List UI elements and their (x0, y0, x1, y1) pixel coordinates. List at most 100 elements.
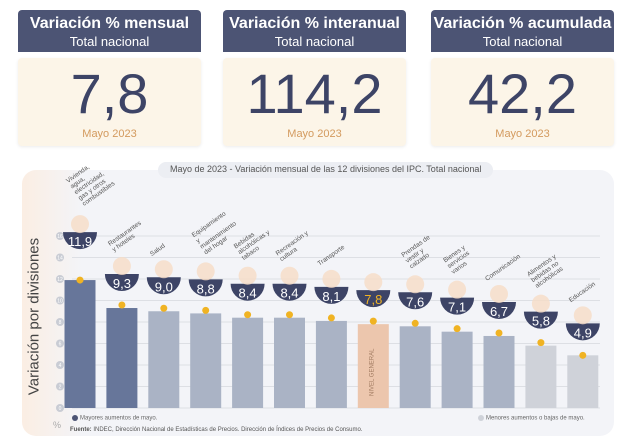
value-marker (327, 314, 335, 322)
value-marker (244, 311, 252, 319)
legend-dot-icon (72, 415, 78, 421)
category-icon (448, 280, 467, 299)
y-tick-label: 6 (59, 342, 62, 348)
value-badge (146, 277, 181, 295)
category-icon (196, 262, 215, 281)
category-icon (238, 266, 257, 285)
value-marker (286, 311, 293, 319)
y-tick-label: 14 (57, 256, 63, 262)
y-tick-marker (56, 232, 64, 240)
card-interanual: Variación % interanual Total nacional 114… (223, 10, 406, 146)
value-marker (118, 301, 126, 309)
chart-title: Mayo de 2023 - Variación mensual de las … (158, 162, 494, 178)
category-label: Equipamientoymantenimientodel hogar (191, 209, 242, 257)
source-label: Fuente: (70, 427, 92, 433)
value-label: 8,4 (239, 286, 257, 301)
category-label: Transporte (317, 244, 347, 268)
value-label: 8,1 (322, 289, 340, 304)
value-label: 7,8 (364, 292, 382, 307)
y-tick-marker (56, 382, 64, 391)
bar (567, 355, 599, 408)
category-label: Prendas devestir ycalzado (400, 234, 440, 270)
legend-low: Menores aumentos o bajas de mayo. (478, 415, 585, 422)
card-subtitle: Total nacional (69, 34, 150, 49)
card-subtitle: Total nacional (274, 34, 355, 49)
category-icon (112, 257, 131, 276)
bar (357, 324, 389, 408)
category-label: Bienes yserviciosvarios (442, 244, 475, 276)
bar (274, 317, 305, 408)
value-badge (230, 283, 265, 301)
y-tick-marker (56, 296, 64, 305)
value-label: 9,3 (113, 276, 131, 291)
y-tick-label: 0 (59, 406, 62, 412)
legend-dot-icon (478, 415, 484, 421)
value-label: 5,8 (532, 314, 550, 329)
bar (64, 280, 96, 408)
category-icon (71, 215, 89, 234)
card-subtitle: Total nacional (482, 34, 563, 49)
y-tick-label: 2 (59, 385, 62, 391)
value-marker (202, 306, 210, 314)
card-month: Mayo 2023 (495, 128, 550, 140)
value-badge (63, 232, 97, 250)
bar (232, 317, 264, 408)
value-label: 11,9 (68, 234, 92, 249)
value-badge (565, 323, 600, 341)
value-label: 4,9 (574, 325, 592, 340)
value-badge (188, 279, 223, 297)
category-icon (280, 266, 299, 285)
bar (315, 320, 347, 408)
value-marker (160, 304, 168, 312)
card-mensual: Variación % mensual Total nacional 7,8 May… (18, 10, 201, 146)
source-note: Fuente: INDEC, Dirección Nacional de Est… (70, 427, 362, 433)
value-label: 7,6 (406, 294, 424, 309)
y-unit: % (53, 420, 62, 430)
category-label: Salud (149, 242, 167, 257)
value-marker (76, 276, 84, 284)
value-badge (314, 286, 349, 304)
card-value: 7,8 (70, 62, 149, 125)
y-tick-marker (56, 253, 64, 262)
y-tick-label: 8 (59, 320, 62, 326)
value-badge (440, 297, 475, 315)
bar (399, 326, 431, 408)
y-tick-marker (56, 361, 64, 369)
category-icon (364, 273, 383, 292)
category-icon (154, 260, 173, 279)
y-tick-marker (56, 318, 64, 326)
category-icon (406, 275, 425, 294)
value-marker (579, 351, 587, 359)
value-badge (356, 290, 391, 308)
category-label: Vivienda,agua,electricidad,gas y otrosco… (65, 157, 117, 208)
value-marker (411, 319, 419, 327)
bar (525, 345, 557, 408)
value-marker (495, 329, 503, 337)
card-month: Mayo 2023 (287, 128, 342, 140)
legend-high: Mayores aumentos de mayo. (72, 415, 157, 422)
value-label: 6,7 (490, 304, 508, 319)
value-label: 7,1 (448, 300, 466, 315)
bar (106, 308, 138, 408)
card-value: 114,2 (246, 62, 383, 125)
bar (483, 335, 515, 408)
category-label: Recreación ycultura (275, 229, 315, 263)
card-title: Variación % interanual (229, 15, 400, 32)
category-icon (531, 294, 550, 313)
category-icon (490, 284, 508, 303)
category-icon (573, 306, 592, 325)
card-value: 42,2 (468, 62, 577, 125)
value-marker (537, 339, 545, 347)
y-tick-marker (56, 404, 64, 412)
value-label: 9,0 (155, 279, 173, 294)
source-text: INDEC, Dirección Nacional de Estadística… (93, 427, 363, 433)
y-tick-label: 12 (57, 277, 63, 283)
y-tick-marker (56, 275, 64, 283)
category-label: NIVEL GENERAL (369, 348, 375, 396)
value-label: 8,4 (280, 286, 298, 301)
category-icon (322, 269, 341, 288)
category-label: Alimentos ybebidas noalcohólicas (526, 253, 566, 290)
card-month: Mayo 2023 (82, 128, 137, 140)
y-tick-marker (56, 339, 64, 348)
value-badge (104, 274, 139, 292)
